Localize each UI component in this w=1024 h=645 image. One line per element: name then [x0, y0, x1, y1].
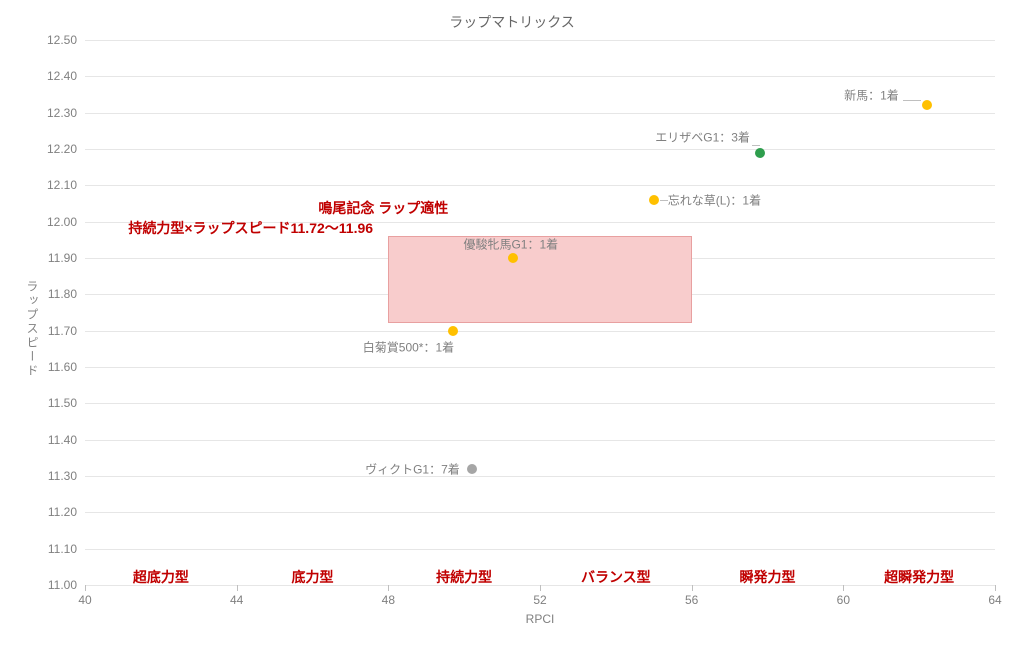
- y-tick-label: 11.60: [48, 360, 85, 374]
- gridline: [85, 40, 995, 41]
- y-tick-label: 12.30: [47, 106, 85, 120]
- data-point: [508, 253, 518, 263]
- leader-line: [660, 200, 668, 201]
- category-label: 瞬発力型: [740, 567, 796, 587]
- x-tick-label: 52: [533, 585, 546, 607]
- x-tick-label: 44: [230, 585, 243, 607]
- gridline: [85, 185, 995, 186]
- y-tick-label: 12.20: [47, 142, 85, 156]
- data-point-label: 優駿牝馬G1：1着: [463, 236, 558, 253]
- y-tick-label: 11.70: [48, 324, 85, 338]
- x-axis-label: RPCI: [526, 612, 555, 626]
- y-tick-label: 12.40: [47, 69, 85, 83]
- data-point: [467, 464, 477, 474]
- lap-matrix-chart: ラップマトリックス ラップスピード 11.0011.1011.2011.3011…: [0, 0, 1024, 645]
- category-label: バランス型: [581, 567, 651, 587]
- gridline: [85, 476, 995, 477]
- y-tick-label: 11.30: [48, 469, 85, 483]
- data-point-label: 白菊賞500*：1着: [363, 338, 454, 355]
- data-point-label: 新馬：1着: [844, 87, 899, 104]
- gridline: [85, 549, 995, 550]
- data-point: [755, 148, 765, 158]
- category-label: 超瞬発力型: [884, 567, 954, 587]
- x-tick-label: 40: [78, 585, 91, 607]
- x-tick-label: 48: [382, 585, 395, 607]
- gridline: [85, 113, 995, 114]
- leader-line: [752, 145, 760, 146]
- region-annotation-line2: 持続力型×ラップスピード11.72～11.96: [128, 218, 373, 238]
- gridline: [85, 512, 995, 513]
- data-point-label: エリザベG1：3着: [655, 128, 750, 145]
- y-axis-label: ラップスピード: [24, 280, 41, 378]
- y-tick-label: 11.90: [48, 251, 85, 265]
- gridline: [85, 367, 995, 368]
- category-label: 持続力型: [436, 567, 492, 587]
- x-tick-label: 56: [685, 585, 698, 607]
- y-tick-label: 11.40: [48, 433, 85, 447]
- leader-line: [903, 100, 921, 101]
- y-tick-label: 12.00: [47, 215, 85, 229]
- category-label: 超底力型: [133, 567, 189, 587]
- region-annotation-line1: 鳴尾記念 ラップ適性: [318, 198, 448, 218]
- category-label: 底力型: [292, 567, 334, 587]
- y-tick-label: 11.50: [48, 396, 85, 410]
- gridline: [85, 331, 995, 332]
- x-tick-label: 60: [837, 585, 850, 607]
- data-point: [448, 326, 458, 336]
- gridline: [85, 403, 995, 404]
- y-tick-label: 11.10: [48, 542, 85, 556]
- gridline: [85, 76, 995, 77]
- data-point: [922, 100, 932, 110]
- data-point: [649, 195, 659, 205]
- gridline: [85, 440, 995, 441]
- y-tick-label: 12.50: [47, 33, 85, 47]
- y-tick-label: 12.10: [47, 178, 85, 192]
- plot-area: 11.0011.1011.2011.3011.4011.5011.6011.70…: [85, 40, 995, 586]
- data-point-label: ヴィクトG1：7着: [365, 460, 460, 477]
- y-tick-label: 11.80: [48, 287, 85, 301]
- chart-title: ラップマトリックス: [0, 12, 1024, 32]
- data-point-label: 忘れな草(L)：1着: [668, 191, 761, 208]
- y-tick-label: 11.20: [48, 505, 85, 519]
- x-tick-label: 64: [988, 585, 1001, 607]
- gridline: [85, 149, 995, 150]
